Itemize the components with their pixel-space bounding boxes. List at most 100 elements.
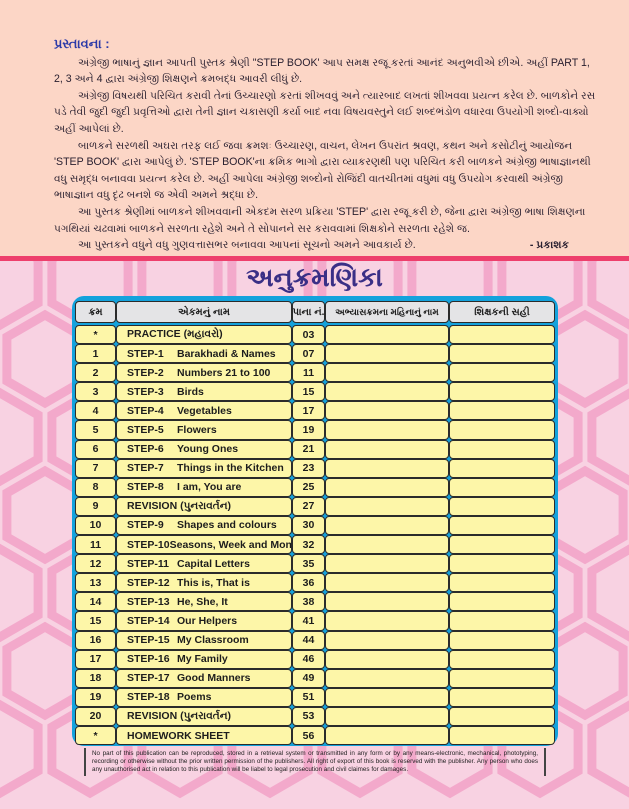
row-month-field[interactable] — [325, 515, 449, 536]
hexagon-shape — [0, 543, 43, 643]
row-month-field[interactable] — [325, 496, 449, 516]
row-page: 53 — [292, 706, 325, 726]
row-month-field[interactable] — [325, 725, 449, 746]
table-row: 12 STEP-11 Capital Letters 35 — [75, 554, 555, 574]
row-page: 35 — [292, 554, 325, 574]
hexagon-shape — [0, 387, 43, 487]
row-unit: STEP-4 Vegetables — [116, 401, 292, 421]
row-step: STEP-3 — [127, 385, 164, 398]
row-month-field[interactable] — [325, 649, 449, 669]
row-month-field[interactable] — [325, 401, 449, 421]
row-unit-name: My Classroom — [177, 634, 249, 647]
row-unit: REVISION (પુનરાવર્તન) — [116, 706, 292, 726]
row-sign-field[interactable] — [449, 630, 555, 650]
row-sign-field[interactable] — [449, 573, 555, 593]
row-sign-field[interactable] — [449, 535, 555, 555]
row-month-field[interactable] — [325, 706, 449, 726]
row-month-field[interactable] — [325, 687, 449, 707]
row-page: 07 — [292, 344, 325, 364]
table-row: 19 STEP-18 Poems 51 — [75, 687, 555, 707]
preface-paragraph: બાળકને સરળથી અઘરા તરફ લઈ જવા ક્રમશઃ ઉચ્ચ… — [54, 139, 591, 202]
row-page: 46 — [292, 649, 325, 669]
row-sign-field[interactable] — [449, 611, 555, 631]
row-sign-field[interactable] — [449, 592, 555, 612]
row-serial: 17 — [75, 649, 116, 669]
row-unit: STEP-5 Flowers — [116, 420, 292, 440]
row-step: STEP-11 — [127, 557, 170, 570]
row-sign-field[interactable] — [449, 363, 555, 383]
hexagon-shape — [542, 621, 628, 721]
row-month-field[interactable] — [325, 573, 449, 593]
row-month-field[interactable] — [325, 363, 449, 383]
row-month-field[interactable] — [325, 630, 449, 650]
row-month-field[interactable] — [325, 344, 449, 364]
row-page: 15 — [292, 382, 325, 402]
row-serial: 2 — [75, 363, 116, 383]
row-month-field[interactable] — [325, 611, 449, 631]
row-month-field[interactable] — [325, 554, 449, 574]
row-unit: STEP-13 He, She, It — [116, 592, 292, 612]
row-sign-field[interactable] — [449, 382, 555, 402]
row-sign-field[interactable] — [449, 515, 555, 536]
row-unit: STEP-11 Capital Letters — [116, 554, 292, 574]
table-row: 5 STEP-5 Flowers 19 — [75, 420, 555, 440]
row-page: 38 — [292, 592, 325, 612]
preface-paragraph: આ પુસ્તકને વધુને વધુ ગુણવત્તાસભર બનાવવા … — [54, 237, 599, 254]
row-month-field[interactable] — [325, 325, 449, 345]
row-sign-field[interactable] — [449, 496, 555, 516]
table-row: * HOMEWORK SHEET 56 — [75, 725, 555, 746]
header-unit-name: એકમનું નામ — [116, 301, 292, 323]
row-sign-field[interactable] — [449, 344, 555, 364]
row-sign-field[interactable] — [449, 458, 555, 478]
row-step: STEP-2 — [127, 366, 164, 379]
row-step: STEP-6 — [127, 443, 164, 456]
row-sign-field[interactable] — [449, 687, 555, 707]
row-serial: 19 — [75, 687, 116, 707]
row-unit-name: REVISION (પુનરાવર્તન) — [127, 709, 232, 722]
table-row: 8 STEP-8 I am, You are 25 — [75, 477, 555, 497]
row-month-field[interactable] — [325, 535, 449, 555]
row-step: STEP-15 — [127, 634, 170, 647]
row-sign-field[interactable] — [449, 725, 555, 746]
row-month-field[interactable] — [325, 420, 449, 440]
row-sign-field[interactable] — [449, 706, 555, 726]
row-unit-name: PRACTICE (મહાવરો) — [127, 328, 223, 341]
row-unit: STEP-7 Things in the Kitchen — [116, 458, 292, 478]
row-serial: 11 — [75, 535, 116, 555]
row-sign-field[interactable] — [449, 554, 555, 574]
publisher-signature: - પ્રકાશક — [529, 239, 569, 252]
row-month-field[interactable] — [325, 382, 449, 402]
row-page: 41 — [292, 611, 325, 631]
row-sign-field[interactable] — [449, 401, 555, 421]
row-step: STEP-1 — [127, 347, 164, 360]
row-month-field[interactable] — [325, 668, 449, 688]
table-row: 16 STEP-15 My Classroom 44 — [75, 630, 555, 650]
row-sign-field[interactable] — [449, 668, 555, 688]
row-month-field[interactable] — [325, 439, 449, 459]
row-sign-field[interactable] — [449, 325, 555, 345]
row-unit: STEP-1 Barakhadi & Names — [116, 344, 292, 364]
hexagon-shape — [587, 544, 629, 642]
copyright-notice: No part of this publication can be repro… — [84, 748, 546, 776]
header-page-no: પાના નં. — [292, 301, 325, 323]
table-row: 13 STEP-12 This is, That is 36 — [75, 573, 555, 593]
row-sign-field[interactable] — [449, 420, 555, 440]
row-page: 25 — [292, 477, 325, 497]
row-sign-field[interactable] — [449, 649, 555, 669]
row-unit-name: Poems — [177, 691, 212, 704]
index-table: ક્રમ એકમનું નામ પાના નં. અભ્યાસક્રમના મહ… — [72, 296, 558, 746]
row-month-field[interactable] — [325, 477, 449, 497]
row-unit: HOMEWORK SHEET — [116, 725, 292, 746]
preface-paragraph: આ પુસ્તક શ્રેણીમાં બાળકને શીખવવાની એકદમ … — [54, 205, 586, 235]
row-sign-field[interactable] — [449, 477, 555, 497]
row-unit-name: Good Manners — [177, 672, 251, 685]
row-step: STEP-13 — [127, 595, 170, 608]
hexagon-shape — [0, 699, 43, 799]
row-step: STEP-4 — [127, 404, 164, 417]
row-month-field[interactable] — [325, 592, 449, 612]
row-step: STEP-10 — [127, 538, 170, 551]
row-sign-field[interactable] — [449, 439, 555, 459]
row-page: 30 — [292, 515, 325, 536]
row-step: STEP-5 — [127, 424, 164, 437]
row-month-field[interactable] — [325, 458, 449, 478]
